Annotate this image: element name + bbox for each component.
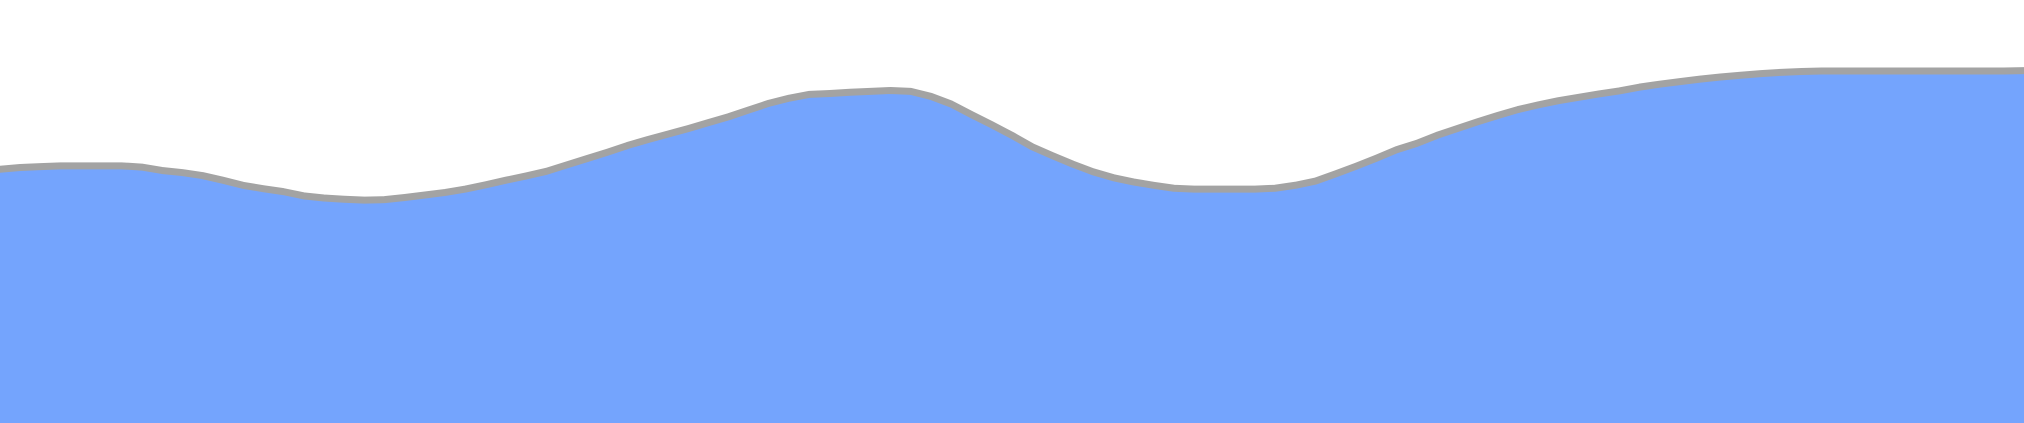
line-layer: [0, 67, 2024, 204]
area-fill: [0, 70, 2024, 423]
area-layer: [0, 70, 2024, 423]
series-line: [0, 67, 2024, 204]
